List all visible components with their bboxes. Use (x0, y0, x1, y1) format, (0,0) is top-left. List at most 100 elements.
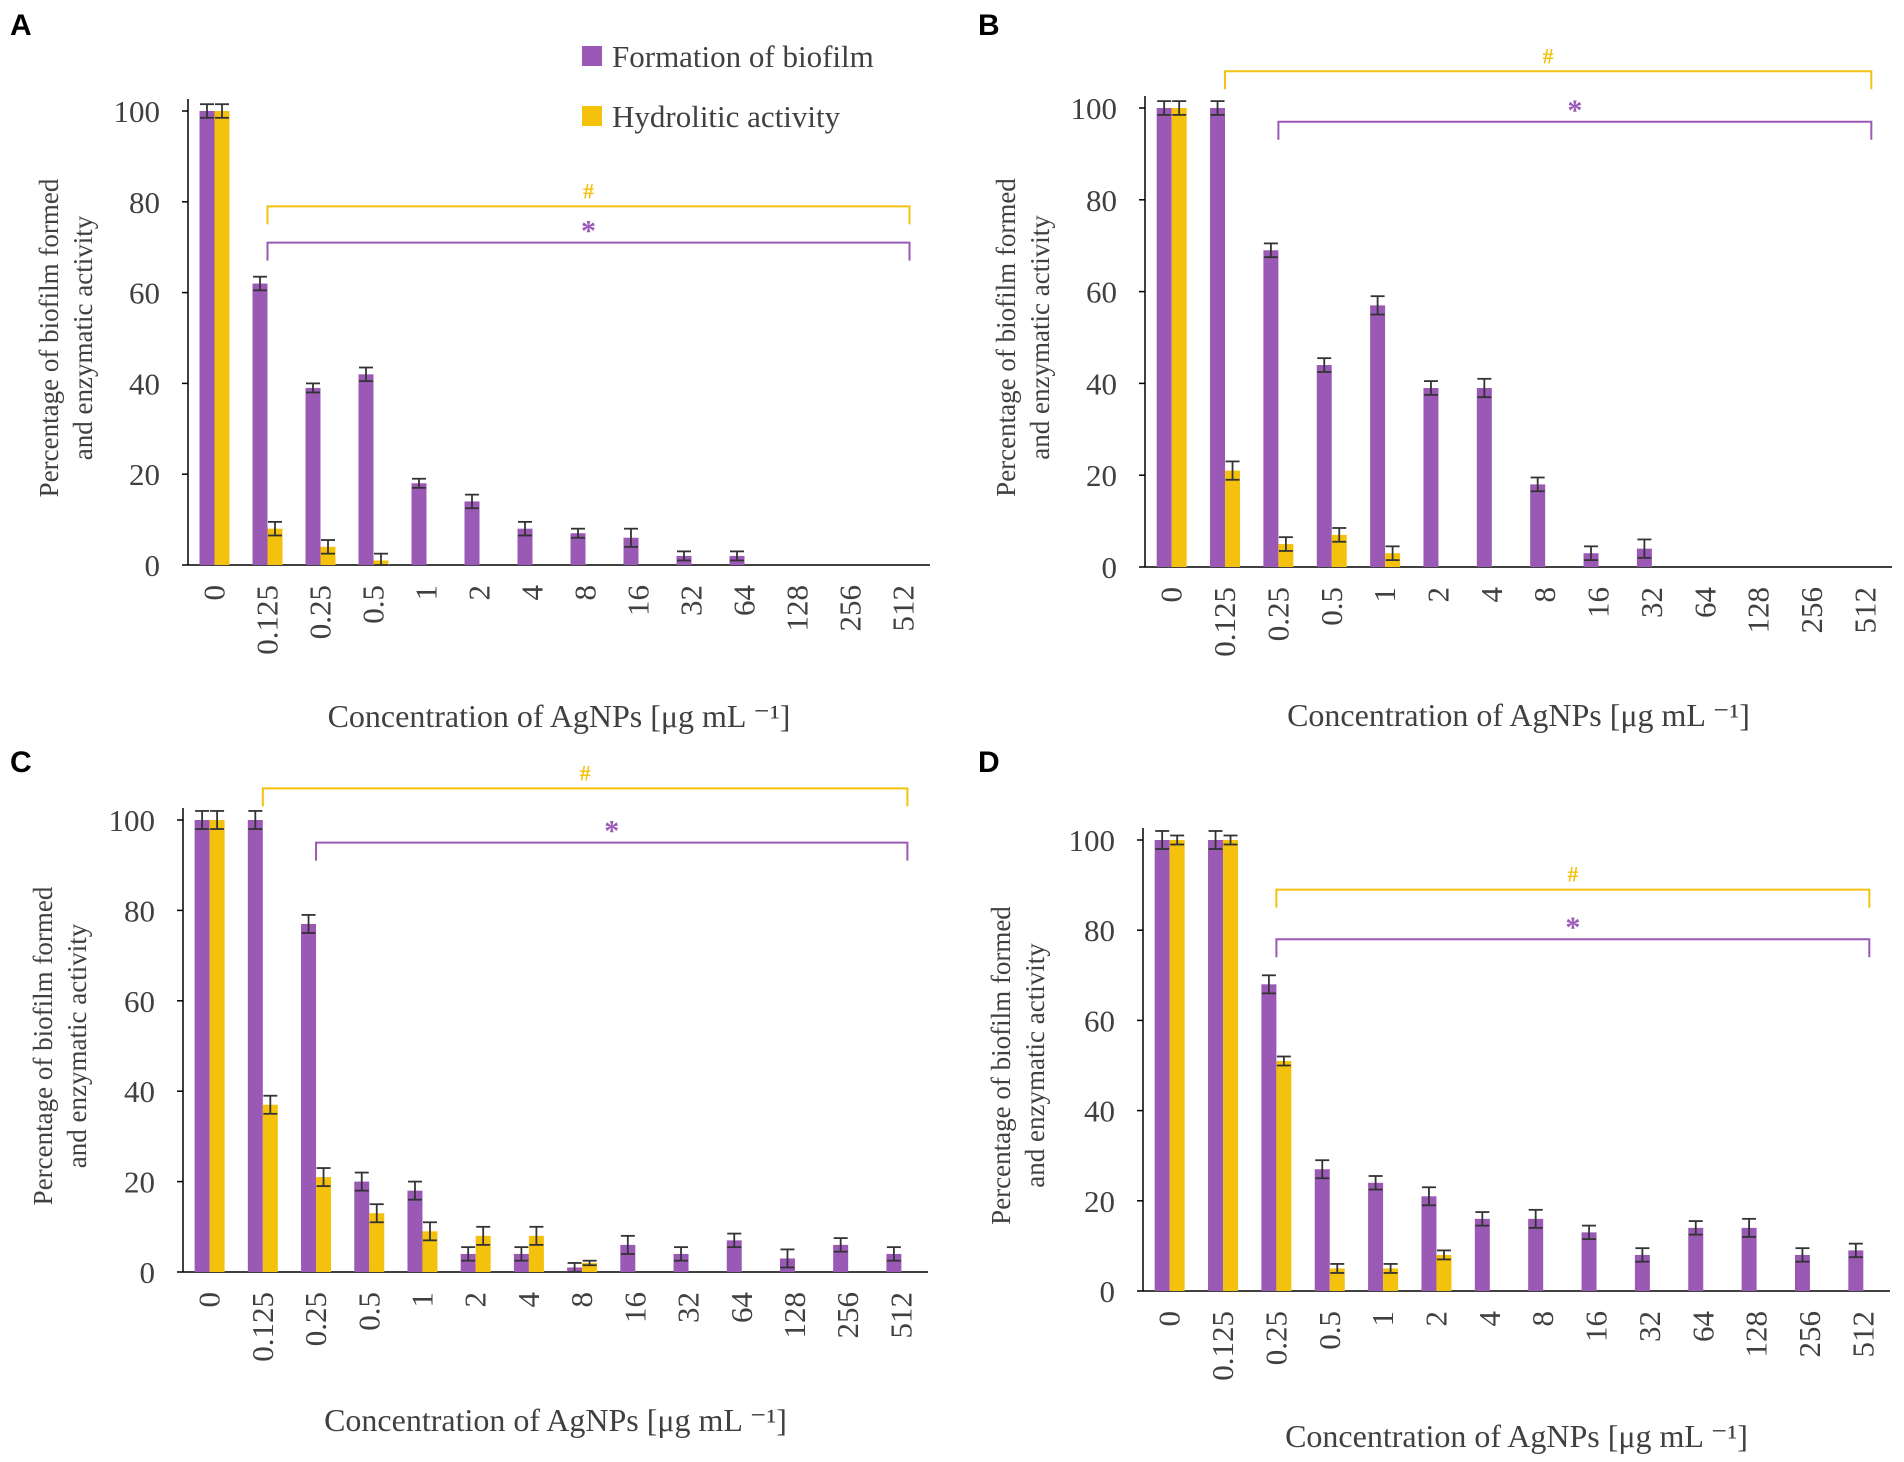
bar-biofilm-0 (1156, 108, 1172, 567)
x-tick-label: 512 (1845, 1311, 1880, 1358)
significance-bracket (261, 787, 909, 807)
y-tick-label: 40 (1084, 1094, 1115, 1129)
x-tick-label: 0 (1152, 1311, 1187, 1327)
x-tick-label: 128 (777, 1292, 812, 1339)
bar-hydrolitic-0.25 (316, 1177, 332, 1272)
significance-symbol: * (604, 815, 619, 848)
bar-biofilm-8 (570, 533, 586, 565)
y-tick-label: 80 (1084, 913, 1115, 948)
x-tick-label: 8 (564, 1292, 599, 1308)
y-tick-label: 0 (1100, 1274, 1116, 1309)
x-tick-label: 256 (1794, 587, 1829, 634)
x-axis-label: Concentration of AgNPs [μg mL ⁻¹] (1287, 697, 1750, 733)
bar-biofilm-1 (407, 1190, 423, 1272)
panel-letter: D (978, 746, 1000, 779)
panel-letter: C (10, 746, 32, 779)
x-tick-label: 512 (886, 585, 921, 632)
x-tick-label: 16 (617, 1292, 652, 1323)
y-axis-label: Percentage of biofilm formed (28, 886, 58, 1205)
significance-bracket (1275, 888, 1871, 908)
chart-panel-a: A Percentage of biofilm formed and enzymat… (10, 9, 930, 734)
y-tick-label: 40 (129, 366, 160, 401)
y-axis-label: and enzymatic activity (1020, 943, 1050, 1188)
x-tick-label: 0.25 (1258, 1311, 1293, 1365)
significance-symbol: # (580, 760, 591, 785)
bar-hydrolitic-0.5 (369, 1213, 385, 1272)
bar-hydrolitic-0.5 (1331, 534, 1347, 567)
significance-symbol: * (1567, 94, 1582, 127)
y-tick-label: 80 (1086, 183, 1117, 218)
x-tick-label: 32 (1634, 587, 1669, 618)
y-tick-label: 0 (140, 1255, 156, 1290)
x-tick-label: 32 (1632, 1311, 1667, 1342)
y-tick-label: 40 (124, 1074, 155, 1109)
bar-biofilm-32 (673, 1253, 689, 1272)
legend-swatch-biofilm (582, 46, 602, 66)
bar-biofilm-4 (517, 528, 533, 565)
significance-symbol: * (581, 215, 596, 248)
y-tick-label: 20 (129, 457, 160, 492)
x-tick-label: 256 (1792, 1311, 1827, 1358)
panel-letter: A (10, 9, 32, 42)
bar-biofilm-0.25 (1261, 984, 1277, 1291)
y-tick-label: 80 (129, 185, 160, 220)
bar-biofilm-0.125 (252, 283, 268, 565)
x-tick-label: 1 (404, 1292, 439, 1308)
bar-biofilm-64 (726, 1240, 742, 1272)
bar-biofilm-128 (1741, 1227, 1757, 1291)
x-axis-label: Concentration of AgNPs [μg mL ⁻¹] (328, 698, 791, 734)
y-tick-label: 20 (124, 1165, 155, 1200)
bar-biofilm-0.5 (358, 374, 374, 565)
y-axis-label: Percentage of biofilm formed (34, 178, 64, 497)
x-tick-label: 0.25 (298, 1292, 333, 1346)
y-tick-label: 60 (124, 984, 155, 1019)
x-tick-label: 0.125 (245, 1292, 280, 1362)
y-axis-label: Percentage of biofilm formed (986, 906, 1016, 1225)
bar-hydrolitic-8 (582, 1262, 598, 1272)
bar-biofilm-0.5 (1316, 365, 1332, 567)
bar-biofilm-0.5 (354, 1181, 370, 1272)
significance-symbol: # (1543, 43, 1554, 68)
bar-hydrolitic-2 (1436, 1254, 1452, 1291)
x-tick-label: 1 (1365, 1311, 1400, 1327)
bar-hydrolitic-0 (1169, 840, 1185, 1291)
bar-biofilm-0.125 (1210, 108, 1226, 567)
bar-biofilm-8 (1528, 1218, 1544, 1291)
bar-hydrolitic-0 (1171, 108, 1187, 567)
x-tick-label: 0 (197, 585, 232, 601)
y-axis-label: and enzymatic activity (68, 215, 98, 460)
bar-biofilm-0 (1154, 840, 1170, 1291)
bar-hydrolitic-0.125 (267, 528, 283, 565)
x-tick-label: 32 (671, 1292, 706, 1323)
x-tick-label: 0.125 (1207, 587, 1242, 657)
x-tick-label: 0.25 (303, 585, 338, 639)
x-tick-label: 16 (1581, 587, 1616, 618)
significance-bracket (1275, 938, 1871, 958)
legend-label: Formation of biofilm (612, 39, 874, 74)
chart-panel-b: B Percentage of biofilm formed and enzymat… (978, 9, 1892, 733)
y-tick-label: 100 (1069, 823, 1116, 858)
bar-hydrolitic-0 (214, 111, 230, 565)
y-axis-label: and enzymatic activity (62, 923, 92, 1168)
bar-biofilm-16 (623, 537, 639, 565)
x-tick-label: 32 (674, 585, 709, 616)
y-tick-label: 20 (1084, 1184, 1115, 1219)
bar-biofilm-8 (1530, 484, 1546, 567)
x-tick-label: 16 (1579, 1311, 1614, 1342)
bar-biofilm-0 (199, 111, 215, 565)
x-tick-label: 2 (1418, 1311, 1453, 1327)
legend-swatch-hydrolitic (582, 106, 602, 126)
bar-biofilm-2 (1423, 387, 1439, 567)
bar-biofilm-0 (194, 820, 210, 1272)
x-tick-label: 0.5 (356, 585, 391, 624)
bar-biofilm-16 (620, 1244, 636, 1272)
bar-biofilm-2 (1421, 1196, 1437, 1291)
bar-hydrolitic-0.125 (262, 1104, 278, 1272)
bar-hydrolitic-0.125 (1223, 840, 1239, 1291)
x-tick-label: 0.5 (351, 1292, 386, 1331)
bar-biofilm-0.5 (1314, 1169, 1330, 1291)
x-tick-label: 4 (1474, 587, 1509, 603)
x-tick-label: 8 (1525, 1311, 1560, 1327)
bar-hydrolitic-0.25 (1278, 544, 1294, 567)
